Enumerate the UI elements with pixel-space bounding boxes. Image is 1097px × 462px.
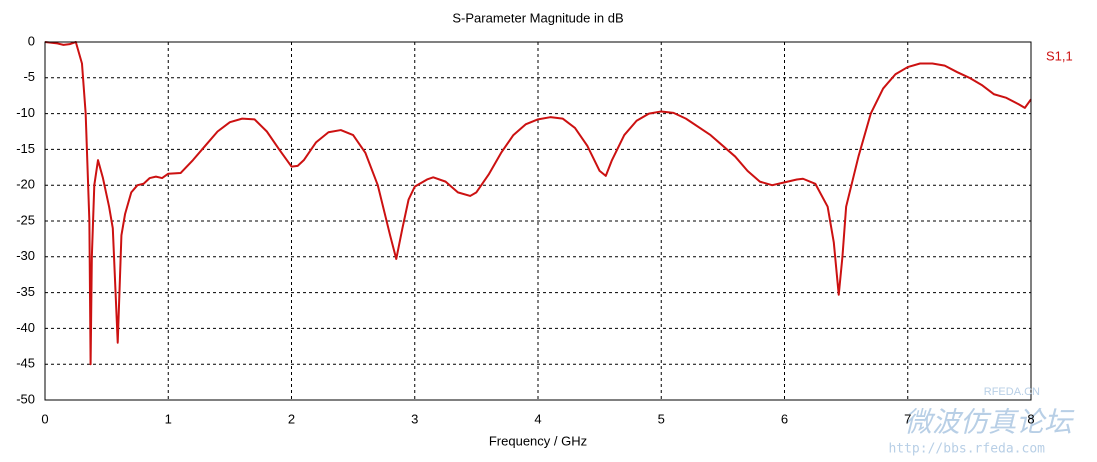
y-tick-label: -10 [16, 105, 35, 120]
y-tick-label: -40 [16, 320, 35, 335]
x-tick-label: 7 [904, 411, 911, 426]
y-tick-label: -50 [16, 391, 35, 406]
y-tick-label: -5 [23, 69, 35, 84]
y-tick-label: -45 [16, 356, 35, 371]
y-tick-label: -35 [16, 284, 35, 299]
plot-frame [44, 41, 1032, 401]
y-tick-label: -30 [16, 248, 35, 263]
x-tick-label: 2 [288, 411, 295, 426]
y-tick-label: -20 [16, 177, 35, 192]
legend-label: S1,1 [1046, 48, 1073, 63]
grid [44, 41, 1032, 401]
lines [44, 41, 1032, 366]
chart-title: S-Parameter Magnitude in dB [452, 10, 623, 25]
watermark: http://bbs.rfeda.com [888, 442, 1045, 457]
y-tick-label: 0 [28, 33, 35, 48]
x-tick-label: 6 [781, 411, 788, 426]
watermark: 微波仿真论坛 [904, 406, 1075, 437]
x-tick-label: 1 [165, 411, 172, 426]
series-line [44, 41, 1032, 366]
x-tick-label: 3 [411, 411, 418, 426]
watermark: RFEDA.CN [984, 386, 1040, 398]
x-tick-label: 4 [534, 411, 541, 426]
y-tick-label: -25 [16, 212, 35, 227]
x-tick-label: 8 [1027, 411, 1034, 426]
y-tick-label: -15 [16, 141, 35, 156]
x-axis-label: Frequency / GHz [489, 433, 587, 448]
x-tick-label: 5 [658, 411, 665, 426]
x-tick-label: 0 [41, 411, 48, 426]
